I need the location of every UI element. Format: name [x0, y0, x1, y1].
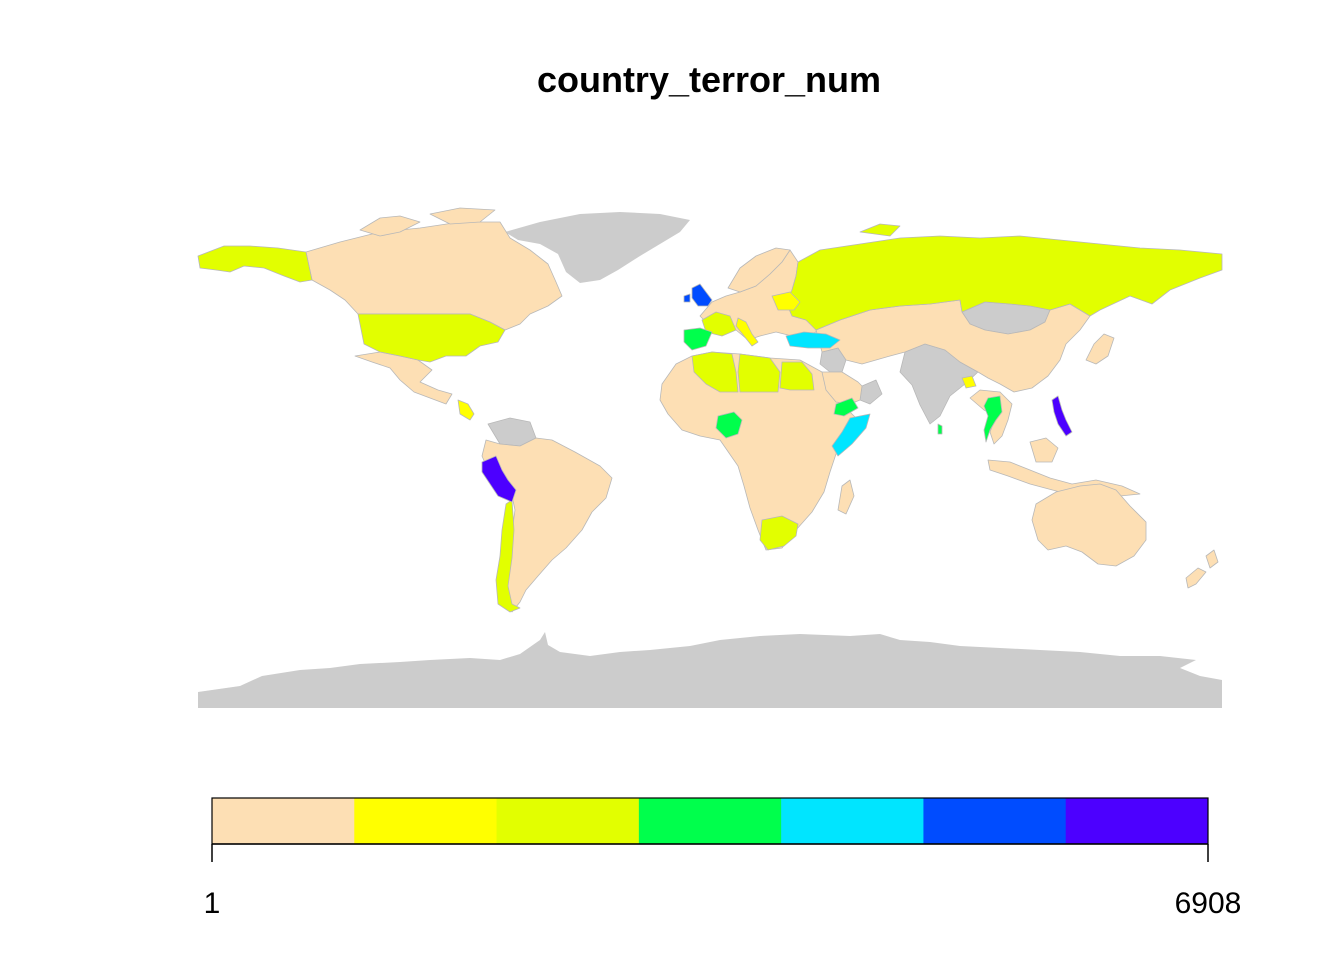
world-map	[197, 207, 1223, 708]
color-legend	[211, 797, 1209, 845]
region-arabia	[821, 371, 863, 405]
region-bangladesh	[961, 375, 977, 389]
region-libya	[737, 353, 781, 393]
region-russia-islands	[859, 223, 901, 237]
legend-swatch-5	[781, 798, 924, 844]
region-turkey	[785, 331, 841, 349]
region-egypt	[779, 361, 815, 391]
legend-swatch-7	[1065, 798, 1209, 844]
region-peru	[481, 455, 517, 503]
region-borneo	[1029, 437, 1059, 463]
region-south-america	[481, 437, 613, 613]
region-madagascar	[837, 479, 855, 515]
region-yemen	[833, 397, 859, 417]
region-united-states	[357, 313, 506, 363]
region-greenland	[505, 212, 690, 283]
legend-swatch-6	[923, 798, 1067, 844]
region-japan	[1085, 333, 1115, 365]
legend-max-label: 6908	[1175, 887, 1242, 920]
region-central-america	[457, 399, 475, 421]
region-mexico	[354, 351, 453, 405]
region-antarctica	[198, 632, 1222, 708]
region-philippines	[1051, 395, 1073, 437]
region-ukraine	[771, 291, 801, 311]
region-russia	[785, 235, 1223, 331]
region-nigeria	[715, 411, 743, 439]
region-canada-islands-2	[429, 207, 496, 225]
region-oman	[859, 379, 883, 405]
legend-swatch-1	[212, 798, 355, 844]
region-algeria	[691, 351, 739, 393]
region-ireland	[683, 293, 691, 303]
region-sri-lanka	[937, 423, 943, 435]
region-spain	[683, 327, 713, 351]
map-title: country_terror_num	[537, 59, 881, 100]
region-italy	[735, 317, 759, 347]
legend-min-label: 1	[204, 887, 221, 920]
region-scandinavia	[727, 247, 791, 293]
legend-swatch-4	[638, 798, 782, 844]
region-chile	[495, 499, 521, 613]
region-somalia	[831, 413, 871, 457]
region-south-africa	[759, 515, 799, 551]
region-new-zealand-north	[1205, 549, 1219, 569]
region-thailand	[983, 395, 1003, 443]
legend-axis	[211, 843, 1209, 862]
region-canada-islands	[359, 215, 421, 237]
region-alaska	[197, 245, 313, 283]
legend-swatch-3	[496, 798, 640, 844]
legend-swatch-2	[354, 798, 498, 844]
region-australia	[1031, 483, 1147, 567]
region-new-zealand	[1185, 567, 1207, 589]
region-united-kingdom	[691, 283, 713, 307]
